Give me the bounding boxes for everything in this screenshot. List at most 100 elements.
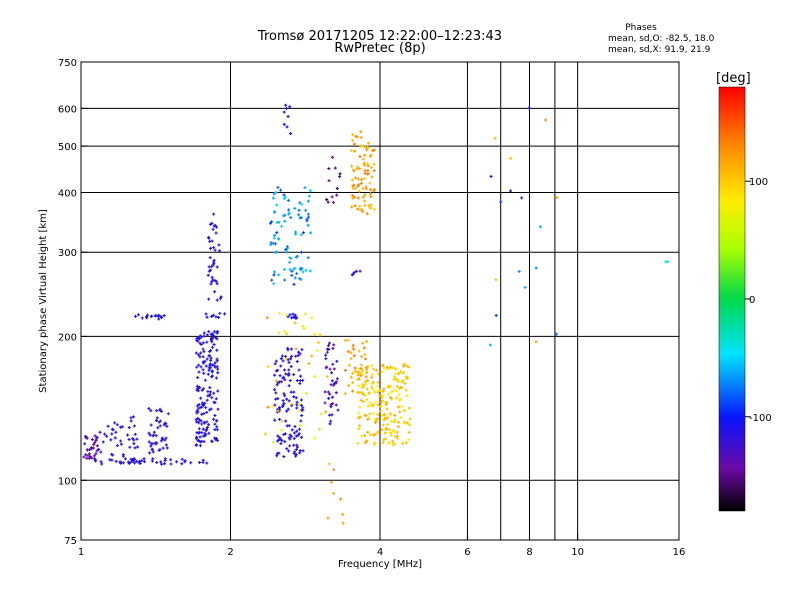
echo-point [330,195,334,199]
echo-point [395,434,399,438]
echo-point [302,231,306,235]
echo-point [151,450,155,454]
echo-point [353,204,357,208]
echo-point [359,363,363,367]
echo-point [287,373,291,377]
echo-point [195,420,199,424]
echo-point [295,443,299,447]
echo-point [158,448,162,452]
echo-point [89,447,93,451]
echo-point [330,395,334,399]
echo-point [366,146,370,150]
echo-point [369,403,373,407]
echo-point [288,256,292,260]
echo-point [356,416,360,420]
echo-point [299,216,303,220]
echo-point [310,316,314,320]
echo-point [215,425,219,429]
echo-point [351,133,355,137]
echo-point [127,438,131,442]
echo-point [99,460,103,464]
echo-point [189,461,193,465]
echo-point [212,262,216,266]
echo-point [297,350,301,354]
echo-point [363,357,367,361]
echo-point [115,423,119,427]
echo-point [334,391,338,395]
echo-point [275,231,279,235]
echo-point [379,404,383,408]
echo-point [273,373,277,377]
echo-point [202,334,206,338]
echo-point [402,362,406,366]
echo-point [402,420,406,424]
echo-point [326,516,330,520]
y-tick-label: 200 [58,332,77,343]
echo-point [282,267,286,271]
echo-point [371,149,375,153]
echo-point [355,370,359,374]
echo-point [166,412,170,416]
echo-point [338,175,342,179]
echo-point [303,186,307,190]
echo-point [277,220,281,224]
echo-point [332,200,336,204]
echo-point [299,250,303,254]
echo-point [489,174,493,178]
echo-point [380,370,384,374]
echo-point [150,448,154,452]
echo-point [120,425,124,429]
echo-point [207,394,211,398]
echo-point [393,366,397,370]
echo-point [365,148,369,152]
echo-point [334,380,338,384]
echo-point [403,381,407,385]
echo-point [164,436,168,440]
echo-point [494,278,498,282]
echo-point [201,427,205,431]
echo-point [407,438,411,442]
echo-point [278,311,282,315]
echo-point [275,383,279,387]
echo-point [361,187,365,191]
echo-point [398,397,402,401]
echo-point [282,110,286,114]
echo-point [295,403,299,407]
echo-point [111,428,115,432]
echo-point [276,409,280,413]
colorbar-ticks: 100 0 -100 [745,177,772,424]
echo-point [305,217,309,221]
echo-point [155,461,159,465]
echo-point [298,379,302,383]
echo-point [374,400,378,404]
echo-point [105,434,109,438]
echo-point [359,398,363,402]
echo-point [306,212,310,216]
echo-point [385,407,389,411]
echo-point [165,446,169,450]
echo-point [334,403,338,407]
echo-point [84,436,88,440]
echo-point [270,278,274,282]
echo-point [362,176,366,180]
echo-point [208,386,212,390]
echo-point [341,521,345,525]
echo-point [121,454,125,458]
echo-point [97,447,101,451]
echo-point [210,275,214,279]
colorbar-tick-label: -100 [749,413,772,424]
echo-point [295,400,299,404]
echo-point [288,444,292,448]
echo-point [382,366,386,370]
echo-point [199,351,203,355]
echo-point [282,196,286,200]
echo-point [494,313,498,317]
echo-point [349,351,353,355]
echo-point [210,439,214,443]
echo-point [555,196,559,200]
echo-point [213,413,217,417]
echo-point [288,313,292,317]
colorbar-label: [deg] [716,71,751,86]
echo-point [129,416,133,420]
echo-point [128,445,132,449]
